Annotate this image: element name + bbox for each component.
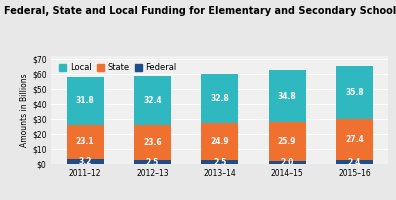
Bar — [268, 70, 306, 122]
Text: 34.8: 34.8 — [278, 92, 297, 101]
Text: 2.5: 2.5 — [146, 158, 159, 167]
Text: 24.9: 24.9 — [210, 137, 229, 146]
Text: 35.8: 35.8 — [345, 88, 364, 97]
Bar — [268, 161, 306, 164]
Text: 23.1: 23.1 — [76, 137, 95, 146]
Bar — [67, 77, 104, 125]
Bar — [336, 160, 373, 164]
Bar — [201, 74, 238, 123]
Text: 27.4: 27.4 — [345, 135, 364, 144]
Text: 31.8: 31.8 — [76, 96, 95, 105]
Bar — [67, 159, 104, 164]
Bar — [268, 122, 306, 161]
Bar — [67, 125, 104, 159]
Bar — [134, 125, 171, 160]
Text: 3.2: 3.2 — [78, 157, 92, 166]
Text: 25.9: 25.9 — [278, 137, 296, 146]
Text: 32.8: 32.8 — [210, 94, 229, 103]
Text: 2.5: 2.5 — [213, 158, 227, 167]
Text: Federal, State and Local Funding for Elementary and Secondary Schools: Federal, State and Local Funding for Ele… — [4, 6, 396, 16]
Bar — [336, 66, 373, 119]
Text: 32.4: 32.4 — [143, 96, 162, 105]
Bar — [201, 160, 238, 164]
Text: 2.0: 2.0 — [280, 158, 294, 167]
Text: 23.6: 23.6 — [143, 138, 162, 147]
Text: 2.4: 2.4 — [348, 158, 361, 167]
Bar — [336, 119, 373, 160]
Bar — [201, 123, 238, 160]
Bar — [134, 76, 171, 125]
Y-axis label: Amounts in Billions: Amounts in Billions — [20, 73, 29, 147]
Bar — [134, 160, 171, 164]
Legend: Local, State, Federal: Local, State, Federal — [56, 60, 180, 76]
